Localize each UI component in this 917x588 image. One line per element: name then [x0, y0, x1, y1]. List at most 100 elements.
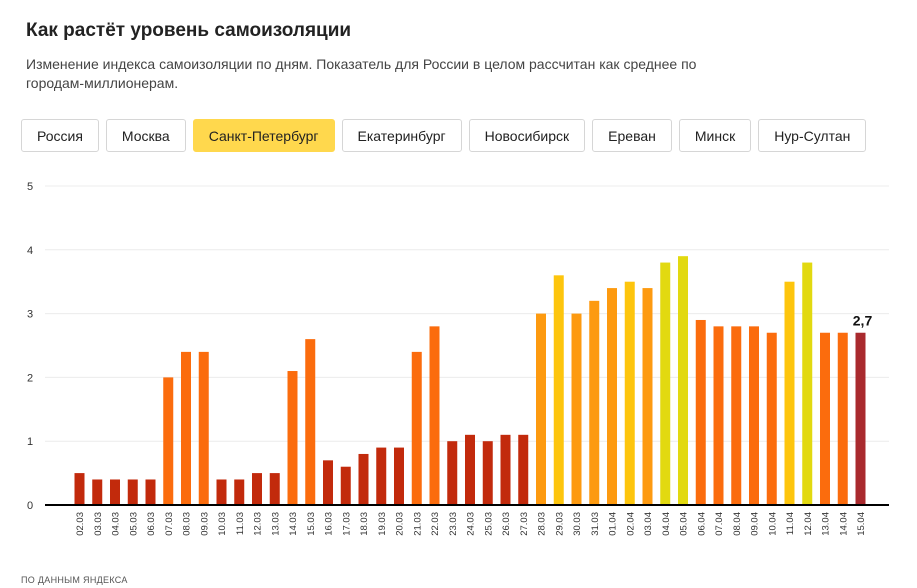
x-tick-label: 01.04 — [608, 512, 619, 536]
bar[interactable] — [695, 319, 706, 505]
bar[interactable] — [145, 479, 156, 505]
tab-minsk[interactable]: Минск — [678, 119, 752, 152]
x-tick-label: 07.03 — [164, 512, 175, 536]
bar[interactable] — [766, 332, 777, 505]
bar[interactable] — [340, 466, 351, 505]
bar[interactable] — [110, 479, 120, 505]
x-tick-label: 15.04 — [856, 512, 867, 536]
bar[interactable] — [749, 326, 759, 505]
x-tick-label: 03.04 — [643, 512, 654, 536]
bar[interactable] — [660, 262, 671, 505]
bar[interactable] — [607, 288, 617, 505]
x-tick-label: 23.03 — [448, 512, 459, 536]
y-tick-label: 5 — [27, 181, 33, 193]
tab-saint-petersburg[interactable]: Санкт-Петербург — [192, 119, 335, 152]
bar[interactable] — [252, 473, 262, 505]
y-tick-label: 0 — [27, 500, 33, 512]
bar[interactable] — [429, 326, 440, 505]
bar[interactable] — [784, 281, 795, 505]
bar[interactable] — [127, 479, 138, 505]
x-tick-label: 08.04 — [732, 512, 743, 536]
y-tick-label: 4 — [27, 245, 33, 257]
tab-yerevan[interactable]: Ереван — [592, 119, 672, 152]
x-tick-label: 22.03 — [430, 512, 441, 536]
x-tick-label: 25.03 — [483, 512, 494, 536]
bar-chart: 0 1 2 3 4 5 02.03 03.03 04.03 05.03 06.03 07.03 08.0… — [27, 181, 889, 536]
bar[interactable] — [553, 275, 564, 505]
y-tick-label: 1 — [27, 436, 33, 448]
bar[interactable] — [74, 473, 85, 505]
x-tick-label: 24.03 — [466, 512, 477, 536]
bar[interactable] — [837, 332, 848, 505]
x-tick-label: 13.04 — [821, 512, 832, 536]
x-tick-label: 27.03 — [519, 512, 530, 536]
x-tick-label: 18.03 — [359, 512, 370, 536]
x-tick-label: 06.04 — [696, 512, 707, 536]
x-tick-label: 26.03 — [501, 512, 512, 536]
bar[interactable] — [181, 351, 191, 505]
bar[interactable] — [802, 262, 813, 505]
bar[interactable] — [92, 479, 103, 505]
bar[interactable] — [731, 326, 742, 505]
bar[interactable] — [411, 351, 422, 505]
x-tick-label: 31.03 — [590, 512, 601, 536]
bar[interactable] — [589, 300, 600, 505]
bar[interactable] — [269, 473, 280, 505]
bar[interactable] — [198, 351, 209, 505]
x-tick-label: 17.03 — [341, 512, 352, 536]
bar[interactable] — [500, 434, 511, 505]
bar[interactable] — [394, 447, 404, 505]
y-tick-label: 2 — [27, 372, 33, 384]
x-tick-label: 11.03 — [235, 512, 246, 535]
data-source: ПО ДАННЫМ ЯНДЕКСА — [21, 575, 128, 585]
x-tick-label: 19.03 — [377, 512, 388, 536]
x-tick-label: 28.03 — [537, 512, 548, 536]
bar[interactable] — [642, 288, 653, 505]
tab-moscow[interactable]: Москва — [105, 119, 186, 152]
bar[interactable] — [536, 313, 546, 505]
bar[interactable] — [287, 371, 298, 505]
city-tabs: Россия Москва Санкт-Петербург Екатеринбу… — [21, 119, 867, 152]
x-tick-label: 12.03 — [253, 512, 264, 536]
bar[interactable] — [713, 326, 724, 505]
x-tick-label: 05.03 — [128, 512, 139, 536]
bar[interactable] — [447, 441, 458, 505]
tab-novosibirsk[interactable]: Новосибирск — [468, 119, 586, 152]
bar[interactable] — [678, 256, 688, 505]
x-tick-label: 21.03 — [412, 512, 423, 536]
bar[interactable] — [482, 441, 493, 505]
bar[interactable] — [216, 479, 227, 505]
x-tick-label: 13.03 — [270, 512, 281, 536]
chart-subtitle: Изменение индекса самоизоляции по дням. … — [26, 56, 697, 91]
tab-yekaterinburg[interactable]: Екатеринбург — [341, 119, 462, 152]
bar[interactable] — [323, 460, 333, 505]
x-tick-label: 04.04 — [661, 512, 672, 536]
x-tick-label: 20.03 — [395, 512, 406, 536]
bar[interactable] — [518, 434, 529, 505]
bar[interactable] — [358, 453, 369, 505]
x-tick-label: 16.03 — [324, 512, 335, 536]
bar[interactable] — [163, 377, 174, 505]
bar[interactable] — [624, 281, 635, 505]
tab-russia[interactable]: Россия — [21, 119, 99, 152]
bar[interactable] — [820, 332, 830, 505]
bar[interactable] — [571, 313, 582, 505]
x-tick-label: 14.03 — [288, 512, 299, 536]
x-tick-label: 29.03 — [554, 512, 565, 536]
x-tick-label: 11.04 — [785, 512, 796, 535]
x-tick-label: 06.03 — [146, 512, 157, 536]
tab-nur-sultan[interactable]: Нур-Султан — [758, 119, 867, 152]
bar[interactable] — [376, 447, 387, 505]
x-tick-label: 09.04 — [750, 512, 761, 536]
bar[interactable] — [234, 479, 245, 505]
x-tick-label: 30.03 — [572, 512, 583, 536]
x-tick-label: 12.04 — [803, 512, 814, 536]
x-tick-label: 04.03 — [111, 512, 122, 536]
bar[interactable] — [305, 339, 316, 505]
x-tick-label: 02.04 — [625, 512, 636, 536]
x-tick-label: 15.03 — [306, 512, 317, 536]
last-value-label: 2,7 — [853, 313, 873, 329]
x-tick-label: 10.03 — [217, 512, 228, 536]
bar[interactable] — [855, 332, 866, 505]
bar[interactable] — [465, 434, 475, 505]
